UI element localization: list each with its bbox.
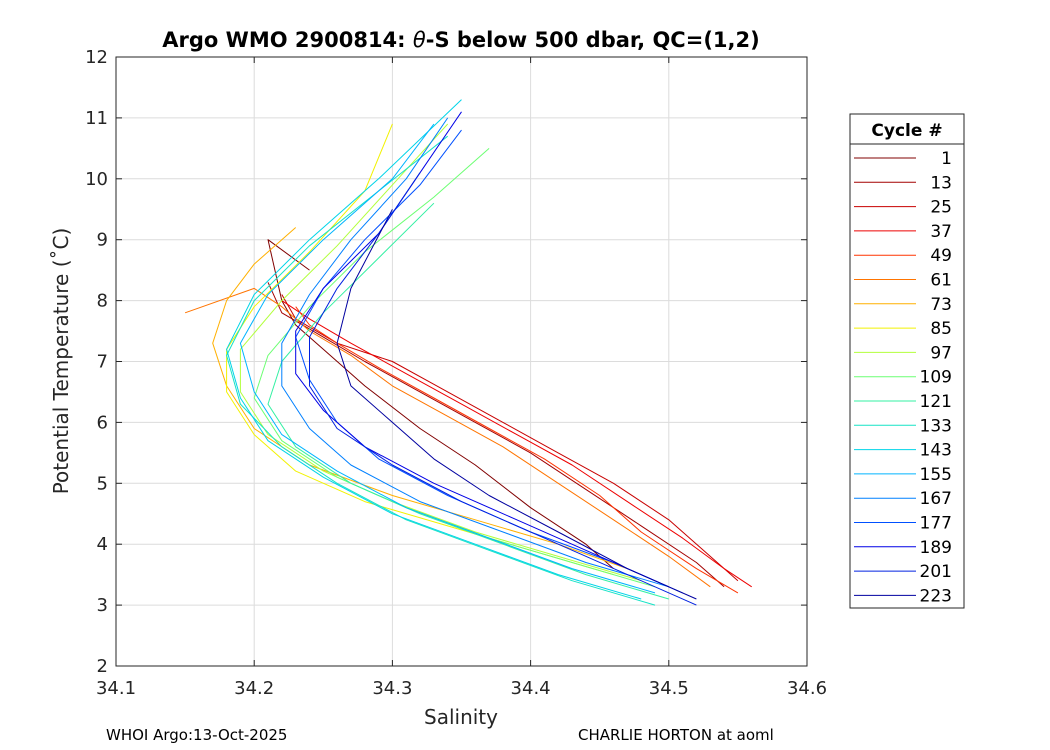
y-tick-label: 5 [97,473,108,494]
legend-label: 97 [930,343,952,363]
legend-entry: 177 [854,514,952,534]
legend-entry: 97 [854,343,952,363]
legend-title: Cycle # [871,121,942,141]
legend-label: 25 [930,198,952,218]
y-tick-label: 6 [97,412,108,433]
legend-label: 109 [920,368,952,388]
x-axis: 34.1 34.2 34.3 34.4 34.5 34.6 [96,57,827,699]
chart-title: Argo WMO 2900814: θ-S below 500 dbar, QC… [162,28,759,52]
series-line-cycle-61 [184,287,711,588]
legend-label: 143 [920,441,952,461]
series-line-cycle-189 [295,111,670,588]
legend-label: 73 [930,295,952,315]
legend-entry: 109 [854,368,952,388]
series-line-cycle-73 [212,227,628,570]
legend-entry: 61 [854,271,952,291]
legend-entry: 121 [854,392,952,412]
grid [115,56,808,667]
y-axis-label: Potential Temperature (˚C) [49,228,73,495]
y-tick-label: 7 [97,352,108,373]
legend-label: 85 [930,319,952,339]
legend-entry: 25 [854,198,952,218]
legend-entry: 189 [854,538,952,558]
series-line-cycle-37 [281,300,752,588]
y-tick-label: 4 [97,534,108,555]
legend-label: 1 [941,149,952,169]
legend-label: 189 [920,538,952,558]
legend-entry: 143 [854,441,952,461]
legend-entries: 1 13 25 37 49 61 73 85 97 109 121 133 143 155 167 177 18… [854,149,952,606]
legend-label: 49 [930,246,952,266]
y-tick-label: 11 [85,108,108,129]
legend-entry: 85 [854,319,952,339]
y-tick-label: 12 [85,47,108,68]
legend-label: 13 [930,173,952,193]
x-tick-label: 34.1 [96,678,136,699]
legend-entry: 73 [854,295,952,315]
legend: Cycle # 1 13 25 37 49 61 73 85 97 109 121 133 143 155… [849,113,965,609]
legend-label: 167 [920,489,952,509]
footer-right: CHARLIE HORTON at aoml [578,726,774,744]
series-line-cycle-201 [309,172,697,606]
legend-entry: 133 [854,416,952,436]
legend-box [849,113,965,609]
series-line-cycle-97 [239,123,642,582]
series-line-cycle-155 [239,123,656,594]
legend-entry: 13 [854,173,952,193]
x-axis-label: Salinity [424,705,498,729]
series-line-cycle-167 [281,117,669,588]
series-line-cycle-25 [281,294,739,582]
y-tick-label: 3 [97,595,108,616]
series-line-cycle-223 [336,209,697,600]
legend-entry: 37 [854,222,952,242]
series-line-cycle-49 [295,306,739,594]
legend-entry: 1 [854,149,952,169]
y-tick-label: 2 [97,656,108,677]
series-line-cycle-177 [295,129,683,594]
legend-label: 121 [920,392,952,412]
x-tick-label: 34.4 [511,678,551,699]
series-line-cycle-85 [226,123,614,576]
legend-label: 201 [920,562,952,582]
legend-entry: 49 [854,246,952,266]
legend-entry: 223 [854,586,952,606]
series-line-cycle-121 [267,202,669,600]
footer-left: WHOI Argo:13-Oct-2025 [106,726,287,744]
legend-label: 223 [920,586,952,606]
y-tick-label: 10 [85,169,108,190]
series-line-cycle-133 [226,135,656,606]
series-line-cycle-143 [226,99,642,600]
legend-label: 155 [920,465,952,485]
y-axis: 2 3 4 5 6 7 8 9 10 11 12 [85,47,807,677]
series-lines [184,99,752,606]
legend-entry: 155 [854,465,952,485]
legend-label: 133 [920,416,952,436]
legend-label: 61 [930,271,952,291]
series-line-cycle-109 [253,148,656,588]
series-line-cycle-1 [267,239,614,569]
x-tick-label: 34.6 [787,678,827,699]
y-tick-label: 8 [97,291,108,312]
legend-entry: 167 [854,489,952,509]
legend-label: 177 [920,514,952,534]
y-tick-label: 9 [97,230,108,251]
x-tick-label: 34.5 [649,678,689,699]
x-tick-label: 34.2 [234,678,274,699]
legend-entry: 201 [854,562,952,582]
legend-label: 37 [930,222,952,242]
x-tick-label: 34.3 [372,678,412,699]
